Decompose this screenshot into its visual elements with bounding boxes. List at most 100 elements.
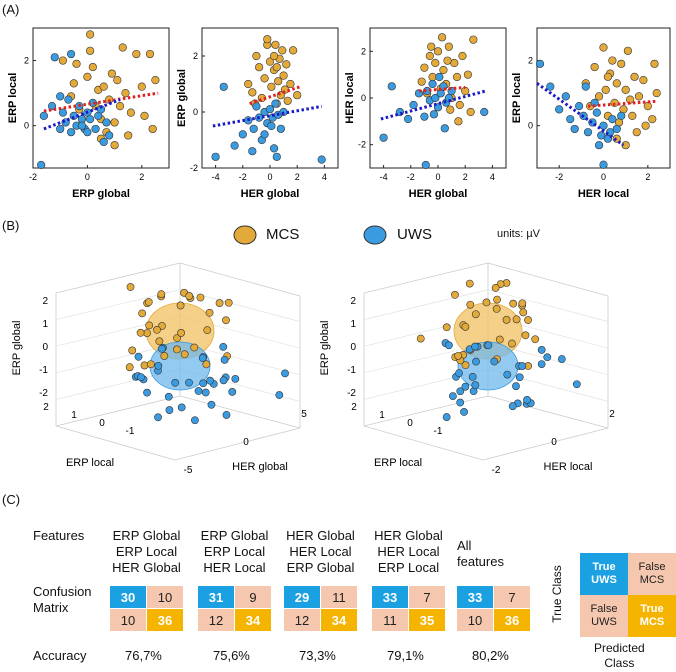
mcs-point xyxy=(648,115,657,124)
x-tick-label: -2 xyxy=(555,172,563,182)
uws-point xyxy=(537,346,546,354)
uws-point xyxy=(56,92,65,101)
uws-point xyxy=(164,392,173,401)
uws-point xyxy=(219,342,228,351)
uws-point xyxy=(154,362,163,370)
mcs-point xyxy=(128,346,137,355)
uws-point xyxy=(523,396,531,404)
mcs-point xyxy=(263,35,272,44)
y-tick-label: 0 xyxy=(528,121,533,131)
grid-line xyxy=(363,289,489,320)
mcs-point xyxy=(271,40,280,49)
cell-true-mcs: 34 xyxy=(235,609,271,631)
mcs-point xyxy=(531,335,540,344)
uws-point xyxy=(249,124,258,133)
mcs-point xyxy=(99,82,108,91)
mcs-point xyxy=(427,42,436,51)
mcs-point xyxy=(455,100,464,110)
mcs-point xyxy=(140,111,149,121)
mcs-point xyxy=(145,321,154,330)
cell-false-uws: 12 xyxy=(198,609,234,631)
uws-point xyxy=(581,82,590,91)
mcs-point xyxy=(451,290,459,299)
mcs-point xyxy=(69,79,78,88)
y-tick-label: -2 xyxy=(358,140,366,150)
uws-point xyxy=(39,111,48,121)
mcs-point xyxy=(202,360,211,369)
uws-point xyxy=(503,370,512,379)
uws-point xyxy=(448,392,457,401)
mcs-point xyxy=(173,334,182,342)
uws-point xyxy=(456,398,465,407)
uws-point xyxy=(194,387,203,395)
mcs-point xyxy=(146,360,155,369)
mcs-point xyxy=(244,79,253,89)
uws-point xyxy=(468,372,477,381)
y-tick-label: 1 xyxy=(379,410,385,421)
uws-point xyxy=(211,152,220,161)
uws-point xyxy=(566,115,575,124)
uws-point xyxy=(461,382,470,391)
row-label-features: Features xyxy=(33,528,85,543)
mcs-point xyxy=(425,51,434,61)
mcs-point xyxy=(252,51,261,61)
mcs-point xyxy=(466,107,475,117)
mcs-point xyxy=(203,326,212,335)
mcs-point xyxy=(260,74,269,83)
x-tick-label: 0 xyxy=(551,437,557,448)
uws-point xyxy=(137,373,145,382)
y-tick-label: 0 xyxy=(24,121,29,131)
y-axis-label: ERP global xyxy=(176,69,188,127)
mcs-point xyxy=(126,283,135,291)
mcs-point xyxy=(278,46,287,55)
uws-point xyxy=(198,354,207,362)
mcs-point xyxy=(155,337,164,346)
cell-false-uws: 10 xyxy=(457,609,493,631)
cell-true-mcs: 35 xyxy=(409,609,445,631)
mcs-point xyxy=(431,58,440,68)
mcs-point xyxy=(461,86,470,96)
mcs-point xyxy=(293,91,302,100)
uws-point xyxy=(267,121,276,131)
x-tick-label: -2 xyxy=(407,172,415,182)
cell-true-uws: 30 xyxy=(110,586,146,608)
uws-point xyxy=(269,144,279,153)
model-features: HER Global HER Local ERP Global xyxy=(286,528,355,575)
uws-point xyxy=(617,111,626,121)
mcs-point xyxy=(446,105,455,114)
mcs-trend-line xyxy=(43,91,159,113)
y-axis-label: HER local xyxy=(344,72,356,123)
uws-point xyxy=(460,408,468,416)
y-axis-label: ERP local xyxy=(374,457,422,469)
legend-mcs-icon xyxy=(233,225,257,245)
uws-point xyxy=(472,357,480,366)
mcs-point xyxy=(632,128,641,137)
uws-point xyxy=(201,388,210,397)
x-tick-label: 4 xyxy=(322,172,327,182)
x-tick-label: -2 xyxy=(239,172,247,182)
row-label-accuracy: Accuracy xyxy=(33,648,87,663)
y-tick-label: 0 xyxy=(193,107,198,117)
y-tick-label: 2 xyxy=(528,56,533,66)
mcs-point xyxy=(222,316,230,325)
mcs-point xyxy=(132,49,141,59)
mcs-point xyxy=(215,299,224,307)
uws-point xyxy=(271,99,280,108)
uws-point xyxy=(199,379,208,388)
mcs-point xyxy=(630,72,639,81)
x-tick-label: 0 xyxy=(435,172,440,182)
scatter-chart-2: -4 -2 0 2 4 -2 0 2 HER global ERP global xyxy=(176,27,339,200)
mcs-point xyxy=(115,102,125,111)
mcs-point xyxy=(196,293,205,302)
uws-point xyxy=(207,400,216,409)
grid-line xyxy=(174,427,301,461)
x-tick-label: 2 xyxy=(139,172,144,182)
cell-false-uws: 10 xyxy=(110,609,146,631)
uws-point xyxy=(272,152,281,161)
mcs-point xyxy=(650,59,659,68)
mcs-point xyxy=(450,58,459,68)
mcs-point xyxy=(126,108,136,117)
mcs-point xyxy=(519,308,528,317)
x-tick-label: 0 xyxy=(601,172,606,182)
uws-point xyxy=(420,112,429,121)
